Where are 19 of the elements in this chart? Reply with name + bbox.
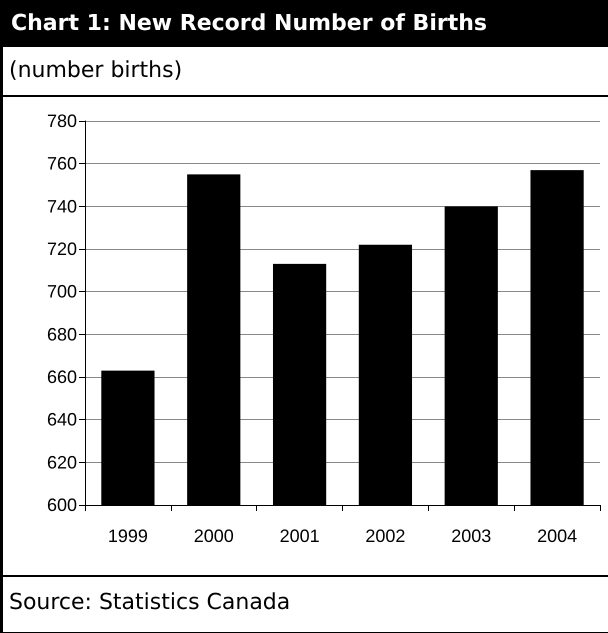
x-tick-label: 2001 [280,526,320,546]
chart-title: Chart 1: New Record Number of Births [3,1,608,47]
x-tick-label: 1999 [108,526,148,546]
y-tick-label: 720 [46,239,77,259]
y-tick-label: 740 [46,196,77,216]
y-tick-label: 700 [46,282,77,302]
y-tick-label: 640 [46,410,77,430]
y-tick-label: 780 [46,111,77,131]
y-tick-label: 760 [46,154,77,174]
y-tick-label: 680 [46,324,77,344]
source-note: Source: Statistics Canada [3,575,608,629]
y-tick-label: 660 [46,367,77,387]
x-tick-label: 2000 [194,526,234,546]
y-tick-label: 600 [46,495,77,515]
x-tick-label: 2002 [365,526,406,546]
chart-subtitle: (number births) [3,47,608,97]
x-tick-label: 2004 [537,526,578,546]
x-tick-label: 2003 [451,526,492,546]
y-tick-label: 620 [46,452,77,472]
